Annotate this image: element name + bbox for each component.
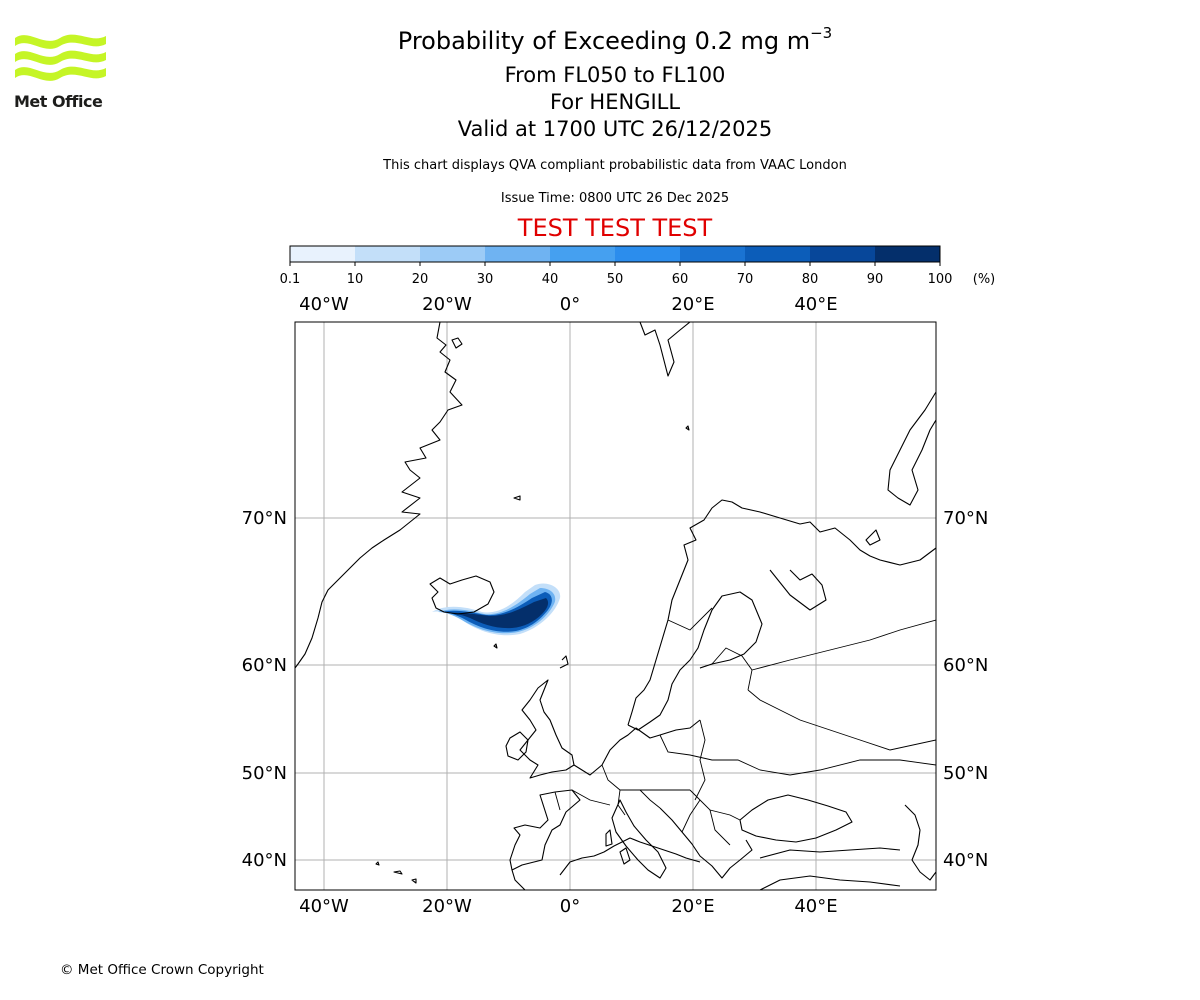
issue-time: Issue Time: 0800 UTC 26 Dec 2025 [500,191,730,206]
longitude-label-bottom: 40°W [299,896,349,917]
map-area [295,322,936,890]
colorbar-segment [420,246,486,262]
latitude-label-right: 70°N [943,508,988,529]
colorbar-tick-label: 50 [607,272,624,287]
volcano-name: For HENGILL [549,90,681,114]
longitude-label-bottom: 20°W [422,896,472,917]
colorbar-segment [615,246,681,262]
colorbar-unit: (%) [973,272,996,287]
longitude-label-bottom: 20°E [671,896,714,917]
flight-levels: From FL050 to FL100 [504,63,726,87]
colorbar-segment [550,246,616,262]
test-banner: TEST TEST TEST [517,214,713,242]
logo-text: Met Office [14,92,103,111]
longitude-label-top: 40°E [794,294,837,315]
graticule [295,322,936,890]
longitude-label-top: 20°E [671,294,714,315]
longitude-label-top: 20°W [422,294,472,315]
longitude-labels-bottom: 40°W 20°W 0° 20°E 40°E [299,896,837,917]
colorbar-tick-label: 90 [867,272,884,287]
met-office-logo: Met Office [14,30,108,114]
colorbar-tick-label: 100 [928,272,953,287]
colorbar-tick-label: 80 [802,272,819,287]
latitude-label-right: 40°N [943,850,988,871]
colorbar-tick-label: 40 [542,272,559,287]
colorbar-segment [680,246,746,262]
latitude-label-left: 50°N [242,763,287,784]
colorbar-segment [485,246,551,262]
colorbar-segment [875,246,941,262]
colorbar-tick-label: 30 [477,272,494,287]
latitude-label-right: 60°N [943,655,988,676]
latitude-labels-right: 70°N 60°N 50°N 40°N [943,508,988,871]
colorbar-tick-label: 60 [672,272,689,287]
longitude-label-top: 0° [560,294,580,315]
colorbar-tick-label: 20 [412,272,429,287]
latitude-label-left: 40°N [242,850,287,871]
colorbar-tick-label: 0.1 [280,272,301,287]
latitude-label-right: 50°N [943,763,988,784]
colorbar-tick-label: 10 [347,272,364,287]
latitude-labels-left: 70°N 60°N 50°N 40°N [242,508,287,871]
colorbar: 0.1 10 20 30 40 50 60 70 80 90 100 (%) [280,245,996,287]
latitude-label-left: 60°N [242,655,287,676]
met-office-logo-waves-icon [15,34,106,81]
colorbar-segment [355,246,421,262]
colorbar-tick-label: 70 [737,272,754,287]
country-borders [554,607,936,846]
longitude-label-top: 40°W [299,294,349,315]
valid-time: Valid at 1700 UTC 26/12/2025 [457,117,773,141]
chart-description: This chart displays QVA compliant probab… [383,158,847,173]
colorbar-segment [290,246,356,262]
latitude-label-left: 70°N [242,508,287,529]
colorbar-segment [745,246,811,262]
chart-title: Probability of Exceeding 0.2 mg m−3 [397,24,833,55]
longitude-labels-top: 40°W 20°W 0° 20°E 40°E [299,294,837,315]
longitude-label-bottom: 40°E [794,896,837,917]
colorbar-segment [810,246,876,262]
longitude-label-bottom: 0° [560,896,580,917]
copyright: © Met Office Crown Copyright [60,962,264,978]
map-frame [294,321,937,891]
ash-plume [432,583,561,636]
coastlines [295,322,936,890]
